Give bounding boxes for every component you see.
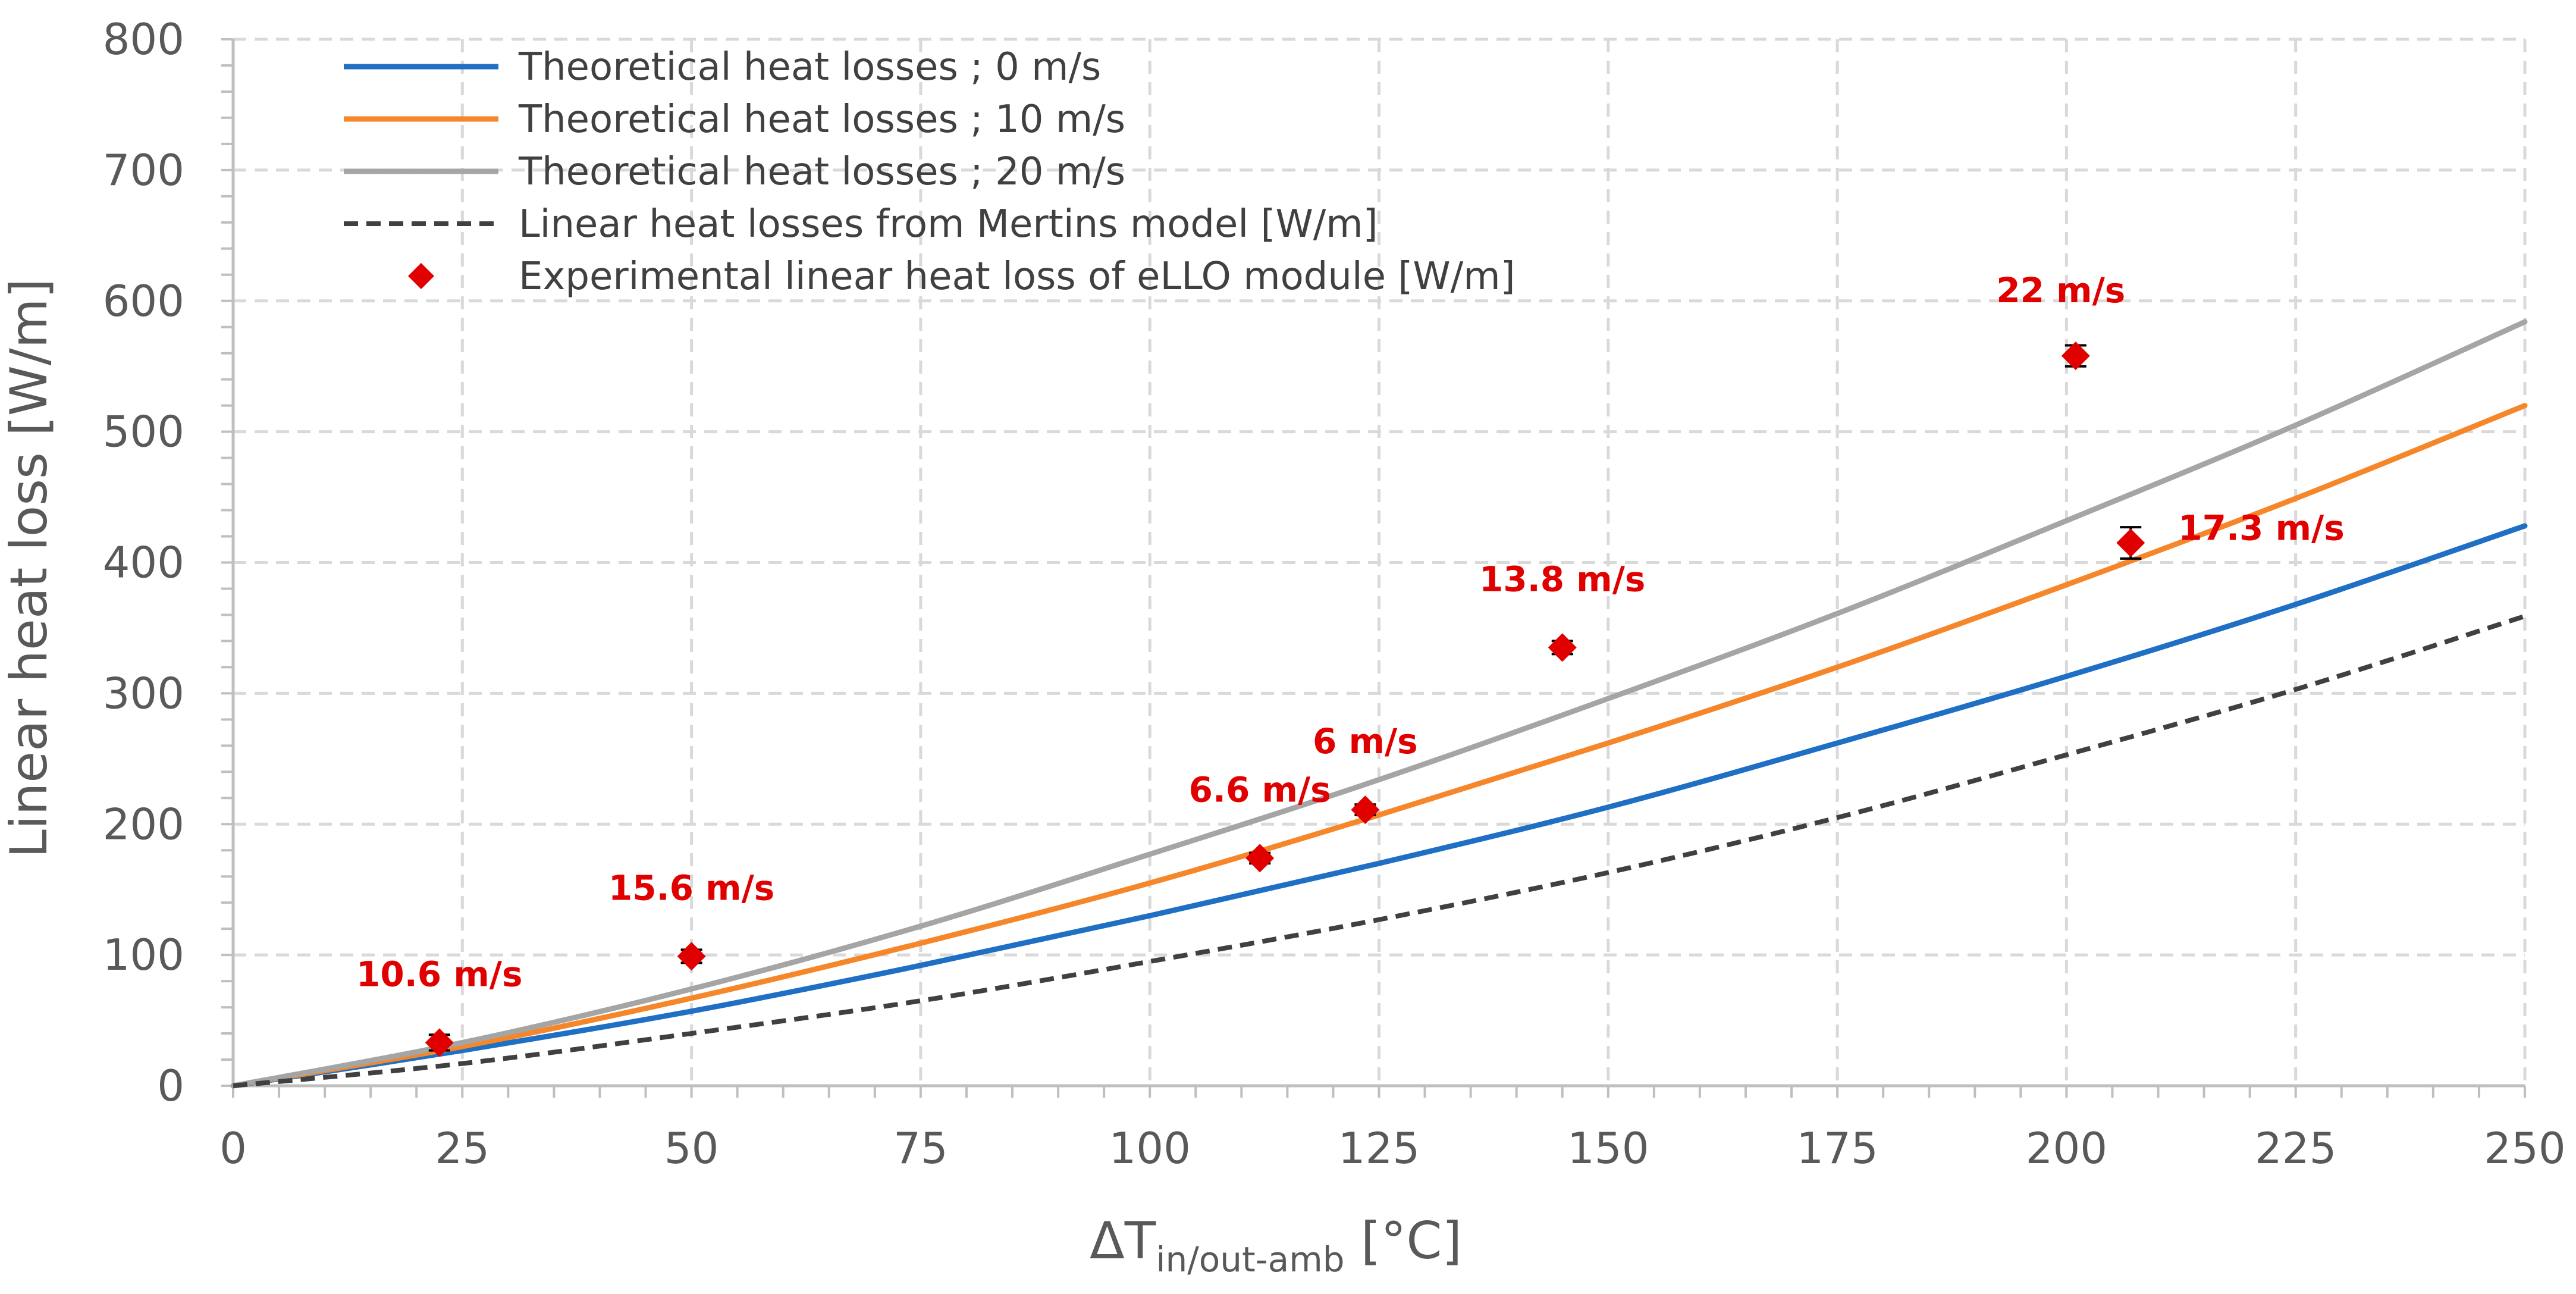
legend-label-4: Experimental linear heat loss of eLLO mo… <box>519 255 1516 299</box>
data-point-0 <box>425 1028 454 1057</box>
y-tick-label-0: 0 <box>157 1061 184 1111</box>
tick-labels: 0 25 50 75 100 125 150 175 200 225 250 0 100 200 300 40… <box>103 14 2566 1173</box>
x-tick-label-5: 125 <box>1338 1123 1420 1173</box>
point-label-5: 22 m/s <box>1996 270 2125 311</box>
legend-marker-4 <box>408 263 434 289</box>
series-line-2 <box>230 319 2528 1089</box>
legend-label-1: Theoretical heat losses ; 10 m/s <box>518 98 1125 142</box>
series-line-3 <box>233 613 2526 1088</box>
x-axis-title-sub: in/out-amb <box>1156 1239 1344 1280</box>
x-tick-label-2: 50 <box>664 1123 719 1173</box>
grid <box>233 37 2527 1086</box>
x-tick-label-6: 150 <box>1567 1123 1649 1173</box>
y-tick-label-4: 400 <box>103 538 184 588</box>
y-tick-label-8: 800 <box>103 14 184 64</box>
point-label-4: 13.8 m/s <box>1479 559 1645 599</box>
x-tick-label-1: 25 <box>435 1123 490 1173</box>
legend: Theoretical heat losses ; 0 m/s Theoretic… <box>344 45 1516 299</box>
series <box>230 319 2528 1089</box>
series-line-1 <box>230 403 2528 1089</box>
data-point-3 <box>1351 795 1380 825</box>
axes <box>221 38 2526 1098</box>
x-axis-title-main: ΔT <box>1090 1211 1156 1271</box>
point-label-2: 6.6 m/s <box>1189 769 1331 810</box>
y-tick-label-5: 500 <box>103 407 184 457</box>
data-point-6 <box>2116 528 2145 557</box>
legend-label-0: Theoretical heat losses ; 0 m/s <box>518 45 1101 89</box>
point-label-0: 10.6 m/s <box>356 954 522 994</box>
y-axis-title: Linear heat loss [W/m] <box>0 278 59 858</box>
y-tick-label-3: 300 <box>103 668 184 718</box>
x-tick-label-4: 100 <box>1109 1123 1190 1173</box>
data-point-1 <box>677 942 706 971</box>
data-point-5 <box>2061 341 2090 371</box>
legend-label-2: Theoretical heat losses ; 20 m/s <box>518 150 1125 194</box>
y-tick-label-6: 600 <box>103 276 184 326</box>
y-tick-label-1: 100 <box>103 930 184 980</box>
point-label-1: 15.6 m/s <box>608 867 774 908</box>
series-line-0 <box>230 523 2528 1089</box>
x-axis-title-unit: [°C] <box>1345 1211 1463 1271</box>
point-labels: 10.6 m/s 15.6 m/s 6.6 m/s 6 m/s 13.8 m/s 22 m… <box>356 270 2345 994</box>
x-tick-label-7: 175 <box>1796 1123 1878 1173</box>
x-tick-label-3: 75 <box>893 1123 948 1173</box>
point-label-3: 6 m/s <box>1313 721 1418 762</box>
data-points <box>425 341 2145 1057</box>
x-tick-label-8: 200 <box>2026 1123 2107 1173</box>
x-tick-label-0: 0 <box>219 1123 247 1173</box>
data-point-4 <box>1548 633 1577 662</box>
point-label-6: 17.3 m/s <box>2178 508 2344 549</box>
x-axis-title: ΔTin/out-amb [°C] <box>1090 1211 1462 1280</box>
x-tick-label-9: 225 <box>2255 1123 2336 1173</box>
x-tick-label-10: 250 <box>2484 1123 2565 1173</box>
y-tick-label-2: 200 <box>103 799 184 849</box>
y-tick-label-7: 700 <box>103 145 184 195</box>
legend-label-3: Linear heat losses from Mertins model [W… <box>519 202 1378 246</box>
data-point-2 <box>1245 844 1275 873</box>
